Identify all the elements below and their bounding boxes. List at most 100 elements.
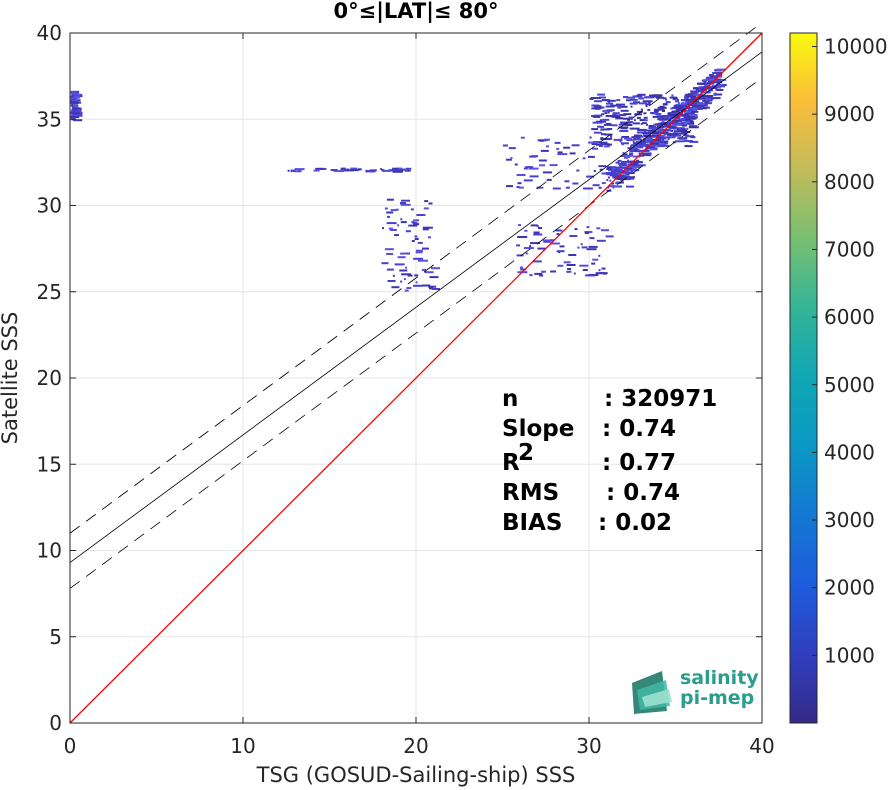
density-cell: [703, 95, 713, 97]
density-cell: [530, 242, 540, 245]
density-cell: [704, 84, 711, 87]
y-tick-label: 15: [37, 452, 62, 476]
x-tick-label: 20: [403, 734, 428, 758]
density-cell: [340, 167, 346, 170]
density-cell: [633, 135, 644, 138]
density-cell: [525, 166, 534, 169]
density-cell: [616, 103, 625, 106]
density-cell: [597, 105, 602, 108]
density-cell: [632, 146, 638, 149]
density-cell: [586, 226, 590, 229]
density-cell: [619, 174, 625, 177]
density-cell: [71, 93, 81, 96]
density-cell: [626, 96, 636, 99]
density-cell: [431, 267, 440, 270]
density-cell: [644, 152, 652, 155]
density-cell: [384, 248, 394, 251]
fit-line: [69, 51, 763, 563]
density-cell: [606, 99, 616, 102]
density-cell: [716, 78, 721, 81]
density-cell: [685, 100, 693, 103]
density-cell: [365, 169, 370, 172]
density-cell: [605, 115, 613, 117]
density-cell: [505, 158, 512, 161]
density-cell: [605, 235, 614, 238]
density-cell: [411, 240, 415, 242]
density-cell: [610, 104, 620, 107]
density-cell: [644, 129, 649, 132]
colorbar-tick-label: 5000: [824, 373, 875, 397]
density-cell: [529, 175, 539, 178]
density-cell: [693, 87, 701, 90]
density-cell: [571, 144, 580, 147]
density-cell: [422, 226, 433, 229]
density-cell: [695, 89, 698, 92]
density-cell: [708, 74, 714, 76]
density-cell: [682, 99, 686, 102]
density-cell: [619, 169, 622, 172]
density-cell: [539, 274, 544, 277]
density-cell: [620, 127, 628, 130]
density-cell: [397, 256, 406, 259]
density-cell: [678, 129, 687, 132]
density-cell: [429, 287, 433, 290]
density-cell: [716, 68, 720, 71]
y-tick-label: 0: [49, 711, 62, 735]
density-cell: [598, 254, 601, 257]
density-cell: [602, 118, 610, 121]
density-cell: [550, 270, 557, 273]
density-cell: [534, 272, 543, 275]
density-cell: [645, 105, 648, 108]
density-cell: [392, 167, 399, 170]
density-cell: [594, 107, 600, 110]
density-cell: [365, 170, 376, 173]
density-cell: [536, 186, 544, 189]
density-cell: [703, 81, 707, 84]
density-cell: [655, 96, 664, 99]
density-cell: [559, 245, 565, 248]
density-cell: [401, 199, 410, 202]
density-cell: [693, 107, 703, 110]
density-cell: [630, 105, 633, 108]
density-cell: [415, 251, 423, 254]
density-cell: [689, 125, 697, 128]
density-cell: [544, 138, 550, 141]
density-cell: [677, 114, 688, 117]
density-cell: [606, 166, 616, 169]
density-cell: [617, 162, 627, 165]
density-cell: [407, 274, 413, 277]
density-cell: [606, 102, 614, 105]
density-cell: [656, 143, 667, 145]
density-cell: [592, 258, 599, 261]
density-cell: [413, 257, 424, 260]
density-cell: [712, 72, 723, 75]
density-cell: [577, 246, 580, 249]
stat-value: : 0.02: [598, 510, 672, 536]
density-cell: [596, 227, 601, 230]
density-cell: [675, 109, 685, 112]
density-cell: [639, 119, 646, 122]
density-cell: [567, 268, 572, 270]
density-cell: [73, 95, 81, 98]
density-cell: [315, 167, 325, 170]
stat-label: RMS: [502, 480, 559, 506]
density-cell: [71, 92, 77, 95]
density-cell: [428, 202, 433, 205]
density-cell: [642, 139, 646, 142]
density-cell: [685, 110, 693, 113]
density-cell: [523, 167, 528, 170]
density-cell: [424, 200, 429, 203]
density-cell: [669, 133, 678, 136]
density-cell: [351, 169, 359, 172]
density-cell: [665, 101, 671, 104]
density-cell: [554, 141, 561, 144]
density-cell: [294, 170, 302, 173]
density-cell: [604, 133, 613, 136]
y-axis-label: Satellite SSS: [0, 312, 22, 445]
density-cell: [648, 129, 655, 132]
density-cell: [637, 129, 645, 132]
density-cell: [667, 137, 670, 140]
density-cell: [646, 139, 655, 142]
density-cell: [637, 146, 641, 149]
density-cell: [397, 224, 400, 227]
